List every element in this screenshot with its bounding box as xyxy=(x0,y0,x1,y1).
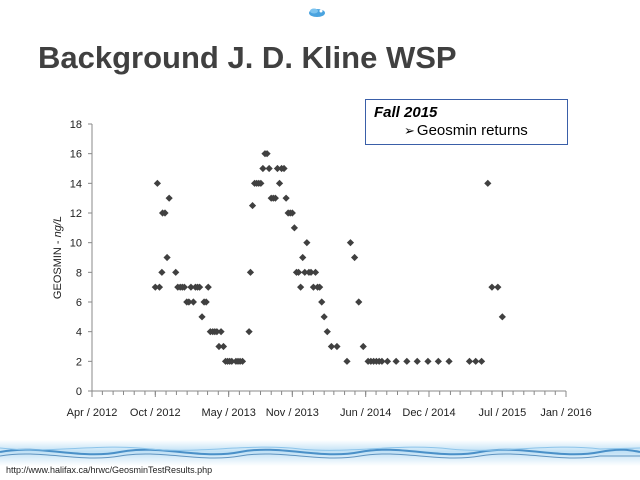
data-point xyxy=(318,298,326,306)
data-point xyxy=(155,283,164,291)
data-point xyxy=(355,298,363,306)
data-point xyxy=(299,253,307,262)
data-point xyxy=(346,239,355,247)
data-point xyxy=(333,342,341,351)
data-point xyxy=(246,268,255,276)
data-point xyxy=(165,194,173,202)
data-point xyxy=(198,313,206,321)
y-tick-label: 6 xyxy=(76,297,82,309)
data-point xyxy=(488,283,496,291)
data-point xyxy=(189,298,197,306)
data-point xyxy=(343,357,351,365)
data-point xyxy=(263,150,271,158)
x-tick-label: Jun / 2014 xyxy=(340,407,391,419)
halifax-water-logo xyxy=(309,8,325,17)
data-point xyxy=(327,342,336,351)
data-point xyxy=(465,357,474,365)
data-point xyxy=(202,298,210,306)
data-point xyxy=(301,268,309,276)
data-point xyxy=(196,283,204,291)
water-wave-banner xyxy=(0,440,640,466)
data-point xyxy=(248,201,257,210)
y-axis-label: GEOSMIN - ng/L xyxy=(52,216,64,299)
data-point xyxy=(472,357,480,365)
data-point xyxy=(153,179,161,187)
data-point xyxy=(392,357,400,365)
data-point xyxy=(271,194,279,202)
data-point xyxy=(257,179,265,187)
data-point xyxy=(161,209,169,217)
y-tick-label: 18 xyxy=(70,119,82,131)
data-point xyxy=(238,357,247,365)
data-point xyxy=(245,328,253,336)
data-point xyxy=(215,342,223,351)
data-point xyxy=(280,164,288,173)
data-point xyxy=(323,328,331,336)
callout-bullet-line: ➢ Geosmin returns xyxy=(404,122,528,139)
data-point xyxy=(316,283,324,291)
data-point xyxy=(359,342,367,351)
data-point xyxy=(228,357,236,365)
data-point xyxy=(434,357,442,365)
data-point xyxy=(217,328,225,336)
data-point xyxy=(290,224,299,232)
data-point xyxy=(403,357,411,365)
x-tick-label: May / 2013 xyxy=(201,407,255,419)
data-point xyxy=(413,357,421,365)
data-point xyxy=(204,283,212,291)
data-point xyxy=(294,268,303,276)
y-tick-label: 8 xyxy=(76,267,82,279)
data-point xyxy=(303,239,311,247)
y-tick-label: 10 xyxy=(70,238,82,250)
data-point xyxy=(311,268,320,276)
data-point xyxy=(219,342,228,351)
data-point xyxy=(180,283,188,291)
data-point xyxy=(172,268,180,276)
geosmin-scatter-chart: 0 2 4 6 8 10 12 14 16 18 Apr / 2012 Oct / 2012 May /… xyxy=(52,119,592,419)
data-point xyxy=(213,328,221,336)
data-point xyxy=(383,357,392,365)
data-point xyxy=(498,313,506,321)
y-tick-label: 2 xyxy=(76,356,82,368)
slide-title: Background J. D. Kline WSP xyxy=(38,40,457,75)
data-point xyxy=(445,357,453,365)
x-tick-label: Jan / 2016 xyxy=(540,407,591,419)
fall-2015-callout: Fall 2015 ➢ Geosmin returns xyxy=(365,99,568,145)
arrow-bullet-icon: ➢ xyxy=(404,123,415,138)
data-point xyxy=(307,268,315,276)
x-tick-label: Nov / 2013 xyxy=(266,407,319,419)
callout-text: Geosmin returns xyxy=(416,122,528,139)
data-point xyxy=(265,164,273,173)
data-point xyxy=(320,313,328,321)
source-url: http://www.halifax.ca/hrwc/GeosminTestRe… xyxy=(6,465,213,475)
data-point xyxy=(185,298,193,306)
y-tick-label: 0 xyxy=(76,386,82,398)
y-tick-label: 12 xyxy=(70,208,82,220)
y-tick-label: 4 xyxy=(76,327,82,339)
data-point xyxy=(273,164,282,173)
x-tick-label: Apr / 2012 xyxy=(67,407,118,419)
y-tick-label: 16 xyxy=(70,149,82,161)
data-point xyxy=(275,179,284,187)
data-point xyxy=(484,179,492,187)
x-tick-label: Dec / 2014 xyxy=(402,407,455,419)
callout-title: Fall 2015 xyxy=(374,104,438,121)
data-point xyxy=(259,164,267,173)
data-point xyxy=(378,357,386,365)
data-point xyxy=(187,283,195,291)
x-tick-label: Jul / 2015 xyxy=(478,407,526,419)
data-point xyxy=(297,283,305,291)
data-point xyxy=(351,253,359,262)
data-point xyxy=(158,268,166,276)
data-point xyxy=(163,253,171,262)
data-point xyxy=(282,194,290,202)
data-point xyxy=(288,209,296,217)
data-point xyxy=(309,283,318,291)
y-tick-label: 14 xyxy=(70,178,82,190)
data-point xyxy=(151,283,159,291)
data-point xyxy=(424,357,432,365)
x-tick-label: Oct / 2012 xyxy=(130,407,181,419)
data-point xyxy=(494,283,502,291)
data-point xyxy=(477,357,486,365)
